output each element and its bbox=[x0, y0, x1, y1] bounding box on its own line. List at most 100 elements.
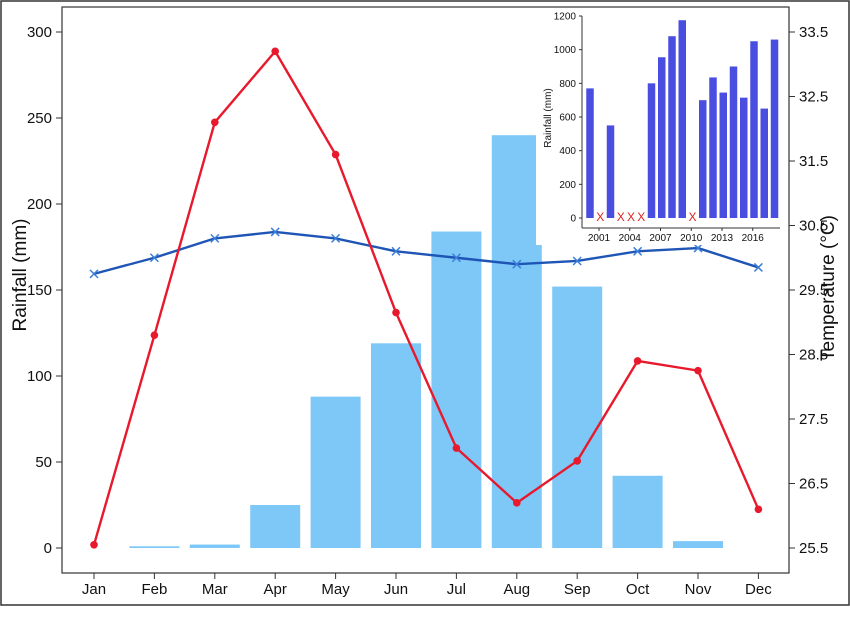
rainfall-bar-nov bbox=[673, 541, 723, 548]
temperature-tick-label-30.5: 30.5 bbox=[799, 218, 828, 235]
red-point-apr bbox=[271, 47, 280, 56]
inset-missing-marker-2005: X bbox=[627, 210, 635, 224]
month-tick-label-jul: Jul bbox=[447, 581, 466, 598]
blue-temperature-series bbox=[89, 227, 763, 279]
red-point-oct bbox=[633, 357, 642, 365]
month-tick-label-nov: Nov bbox=[685, 581, 712, 598]
rainfall-tick-label-300: 300 bbox=[27, 24, 52, 41]
blue-point-feb bbox=[149, 253, 159, 263]
month-tick-label-oct: Oct bbox=[626, 581, 650, 598]
red-point-jan bbox=[90, 540, 98, 549]
inset-bar-2008 bbox=[658, 57, 666, 218]
blue-point-nov bbox=[693, 243, 703, 253]
inset-y-tick-label-1000: 1000 bbox=[554, 45, 577, 56]
temperature-tick-label-29.5: 29.5 bbox=[799, 282, 828, 299]
blue-point-sep bbox=[572, 256, 582, 266]
temperature-tick-label-25.5: 25.5 bbox=[799, 540, 828, 557]
inset-rainfall-bars bbox=[586, 20, 779, 219]
month-tick-label-jun: Jun bbox=[384, 581, 408, 598]
inset-y-tick-label-400: 400 bbox=[559, 146, 576, 157]
rainfall-tick-label-150: 150 bbox=[27, 282, 52, 299]
month-tick-label-may: May bbox=[321, 581, 350, 598]
inset-bar-2014 bbox=[719, 92, 727, 218]
temperature-tick-label-27.5: 27.5 bbox=[799, 411, 828, 428]
rainfall-bar-may bbox=[310, 396, 361, 548]
blue-point-oct bbox=[633, 246, 643, 256]
rainfall-bar-oct bbox=[612, 475, 663, 548]
rainfall-axis-ticks: 0 50 100 150 200 250 300 bbox=[27, 24, 62, 557]
inset-missing-marker-2002: X bbox=[596, 210, 604, 224]
red-point-nov bbox=[694, 366, 702, 375]
temperature-axis-title: Temperature (°C) bbox=[818, 215, 839, 361]
red-point-may bbox=[331, 150, 340, 159]
rainfall-tick-label-0: 0 bbox=[44, 540, 52, 557]
blue-point-mar bbox=[210, 233, 220, 243]
inset-y-ticks: 0 200 400 600 800 1000 1200 bbox=[554, 12, 582, 225]
blue-point-jun bbox=[391, 246, 401, 256]
inset-bar-2013 bbox=[709, 77, 717, 218]
inset-axis-title: Rainfall (mm) bbox=[543, 88, 554, 147]
inset-bar-2016 bbox=[740, 97, 748, 218]
month-tick-label-mar: Mar bbox=[202, 581, 228, 598]
inset-bar-2007 bbox=[647, 83, 656, 218]
red-point-feb bbox=[150, 331, 159, 339]
blue-point-dec bbox=[753, 262, 763, 272]
blue-point-aug bbox=[512, 259, 522, 269]
month-tick-label-dec: Dec bbox=[745, 581, 772, 598]
rainfall-tick-label-250: 250 bbox=[27, 110, 52, 127]
temperature-axis-ticks: 25.5 26.5 27.5 28.5 29.5 30.5 31.5 32.5 33.5 bbox=[789, 24, 828, 557]
inset-bar-2019 bbox=[770, 39, 779, 218]
inset-y-tick-label-200: 200 bbox=[559, 180, 576, 191]
inset-x-tick-label-2010: 2010 bbox=[680, 233, 703, 244]
inset-bar-2010 bbox=[678, 20, 686, 219]
inset-y-tick-label-0: 0 bbox=[570, 214, 576, 225]
rainfall-tick-label-200: 200 bbox=[27, 196, 52, 213]
blue-temperature-line bbox=[93, 230, 759, 276]
inset-bar-2017 bbox=[750, 41, 758, 218]
red-temperature-series bbox=[90, 47, 763, 549]
inset-bar-2012 bbox=[699, 100, 707, 218]
rainfall-bar-apr bbox=[250, 505, 301, 548]
inset-bar-2009 bbox=[668, 36, 676, 219]
inset-y-tick-label-1200: 1200 bbox=[554, 12, 577, 23]
rainfall-axis-title: Rainfall (mm) bbox=[10, 219, 31, 332]
inset-x-tick-label-2007: 2007 bbox=[649, 233, 672, 244]
rainfall-tick-label-50: 50 bbox=[35, 454, 52, 471]
red-point-jun bbox=[392, 308, 400, 317]
rainfall-bar-jul bbox=[431, 231, 482, 548]
temperature-tick-label-33.5: 33.5 bbox=[799, 24, 828, 41]
temperature-tick-label-31.5: 31.5 bbox=[799, 153, 828, 170]
rainfall-bar-mar bbox=[189, 544, 240, 548]
inset-missing-marker-2006: X bbox=[637, 210, 645, 224]
inset-y-tick-label-600: 600 bbox=[559, 113, 576, 124]
inset-bar-2001 bbox=[586, 88, 594, 218]
blue-point-jul bbox=[451, 253, 461, 263]
red-point-jul bbox=[452, 444, 461, 452]
temperature-tick-label-32.5: 32.5 bbox=[799, 89, 828, 106]
month-tick-label-apr: Apr bbox=[264, 581, 287, 598]
rainfall-bar-aug bbox=[491, 135, 542, 548]
rainfall-bar-feb bbox=[129, 546, 180, 548]
inset-bar-2015 bbox=[729, 66, 738, 218]
inset-x-tick-label-2016: 2016 bbox=[742, 233, 765, 244]
month-tick-label-sep: Sep bbox=[564, 581, 591, 598]
inset-missing-marker-2004: X bbox=[617, 210, 625, 224]
month-axis-ticks: Jan Feb Mar Apr May Jun Jul Aug Sep Oct Nov Dec bbox=[82, 573, 772, 598]
red-point-sep bbox=[573, 457, 581, 465]
month-tick-label-jan: Jan bbox=[82, 581, 106, 598]
inset-x-tick-label-2013: 2013 bbox=[711, 233, 734, 244]
inset-x-tick-label-2001: 2001 bbox=[588, 233, 611, 244]
inset-x-ticks: 2001 2004 2007 2010 2013 2016 bbox=[588, 228, 764, 244]
red-point-aug bbox=[513, 499, 521, 507]
blue-point-jan bbox=[89, 269, 99, 279]
rainfall-bar-sep bbox=[552, 286, 603, 548]
blue-point-apr bbox=[270, 227, 280, 237]
rainfall-bar-jun bbox=[371, 343, 421, 548]
rainfall-bars bbox=[129, 135, 723, 548]
rainfall-tick-label-100: 100 bbox=[27, 368, 52, 385]
